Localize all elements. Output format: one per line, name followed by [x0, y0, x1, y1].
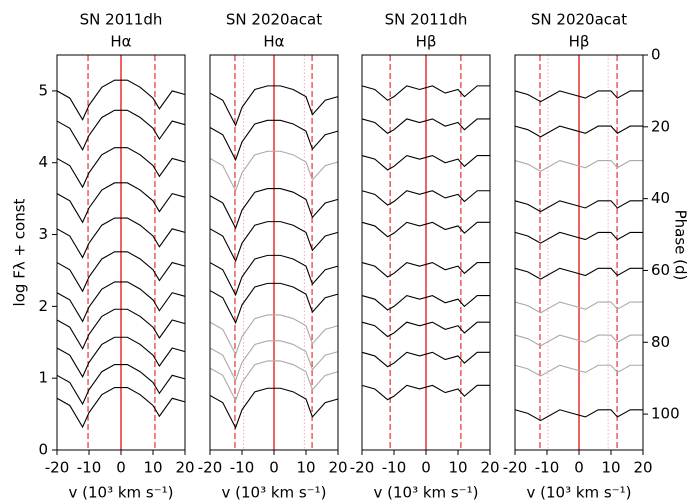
x-tick-label: -10 — [382, 459, 407, 477]
y-axis-label: log Fλ + const — [11, 198, 29, 306]
spectrum-line — [209, 221, 339, 263]
x-axis-label: v (10³ km s⁻¹) — [373, 484, 478, 502]
spectrum-line — [514, 200, 643, 213]
spectrum-line — [56, 147, 186, 189]
spectrum-line — [514, 334, 643, 347]
spectrum-line — [361, 85, 490, 101]
y2-tick-label: 80 — [651, 333, 670, 351]
y2-tick-label: 0 — [651, 46, 661, 64]
x-tick-label: 10 — [601, 459, 620, 477]
x-tick-label: 20 — [633, 459, 652, 477]
spectrum-line — [361, 294, 490, 311]
x-tick-label: 20 — [480, 459, 499, 477]
spectrum-line — [514, 90, 643, 103]
spectrum-line — [209, 314, 339, 356]
y-tick-label: 4 — [38, 153, 48, 171]
spectrum-line — [361, 384, 490, 401]
spectrum-line — [56, 336, 186, 378]
spectrum-line — [514, 125, 643, 138]
y2-tick-label: 100 — [651, 405, 680, 423]
spectrum-line — [209, 85, 339, 127]
x-tick-label: -20 — [45, 459, 70, 477]
x-tick-label: 10 — [448, 459, 467, 477]
spectrum-line — [514, 301, 643, 314]
spectrum-line — [361, 321, 490, 338]
spectrum-line — [56, 308, 186, 350]
x-tick-label: -10 — [77, 459, 102, 477]
y2-tick-label: 40 — [651, 189, 670, 207]
y-tick-label: 0 — [38, 441, 48, 459]
x-tick-label: 20 — [175, 459, 194, 477]
spectrum-line — [209, 254, 339, 297]
y-tick-label: 5 — [38, 81, 48, 99]
y-tick-label: 1 — [38, 369, 48, 387]
spectrum-line — [361, 351, 490, 368]
x-tick-label: 20 — [328, 459, 347, 477]
x-tick-label: -10 — [535, 459, 560, 477]
spectrum-line — [56, 386, 186, 429]
spectrum-line — [209, 340, 339, 382]
y2-tick-label: 20 — [651, 117, 670, 135]
spectrum-line — [209, 150, 339, 193]
spectrum-line — [209, 282, 339, 325]
spectrum-line — [514, 364, 643, 377]
panel-title: Hβ — [569, 33, 590, 51]
spectrum-line — [361, 221, 490, 238]
spectrum-line — [514, 231, 643, 244]
spectrum-line — [361, 154, 490, 171]
spectrum-line — [514, 409, 643, 422]
spectrum-line — [209, 387, 339, 430]
panel-title: SN 2011dh — [385, 11, 468, 29]
spectrum-line — [56, 182, 186, 224]
x-tick-label: 0 — [116, 459, 126, 477]
x-axis-label: v (10³ km s⁻¹) — [526, 484, 631, 502]
spectrum-line — [361, 190, 490, 206]
y-tick-label: 2 — [38, 297, 48, 315]
spectrum-line — [361, 261, 490, 278]
spectrum-line — [209, 360, 339, 402]
spectrum-line — [209, 188, 339, 230]
spectrum-line — [209, 119, 339, 162]
x-axis-label: v (10³ km s⁻¹) — [68, 484, 173, 502]
panel-title: Hβ — [416, 33, 437, 51]
panel-title: SN 2011dh — [80, 11, 163, 29]
spectrum-line — [56, 363, 186, 406]
spectrum-line — [361, 118, 490, 134]
spectrum-line — [56, 217, 186, 259]
x-tick-label: 0 — [574, 459, 584, 477]
x-axis-label: v (10³ km s⁻¹) — [221, 484, 326, 502]
spectrum-line — [56, 79, 186, 121]
x-tick-label: -20 — [350, 459, 375, 477]
panel-title: Hα — [110, 33, 131, 51]
spectrum-line — [514, 267, 643, 280]
spectrum-line — [56, 251, 186, 293]
x-tick-label: -20 — [198, 459, 223, 477]
panel-title: SN 2020acat — [226, 11, 322, 29]
x-tick-label: 10 — [296, 459, 315, 477]
spectrum-line — [56, 281, 186, 323]
y2-axis-label: Phase (d) — [672, 210, 690, 281]
panel-title: SN 2020acat — [531, 11, 627, 29]
panel-title: Hα — [263, 33, 284, 51]
spectrum-line — [514, 159, 643, 172]
x-tick-label: 0 — [269, 459, 279, 477]
x-tick-label: -20 — [503, 459, 528, 477]
spectrum-line — [56, 109, 186, 151]
y-tick-label: 3 — [38, 225, 48, 243]
x-tick-label: 10 — [143, 459, 162, 477]
x-tick-label: -10 — [230, 459, 255, 477]
x-tick-label: 0 — [421, 459, 431, 477]
y2-tick-label: 60 — [651, 261, 670, 279]
